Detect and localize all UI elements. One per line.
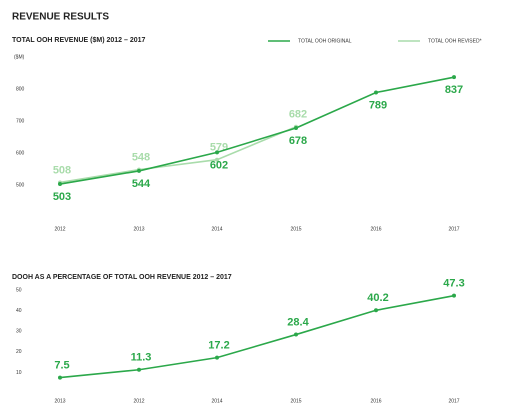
data-label: 503 [53,191,71,203]
data-label: 602 [210,159,228,171]
y-tick-label: 700 [16,118,25,124]
y-tick-label: 30 [16,329,22,335]
x-tick-label: 2015 [290,398,301,404]
y-tick-label: 50 [16,287,22,293]
x-tick-label: 2015 [290,226,301,232]
y-tick-label: 800 [16,86,25,92]
data-label: 682 [289,109,307,121]
data-point [137,367,141,372]
series-line [59,294,455,379]
x-tick-label: 2012 [133,398,144,404]
y-tick-label: 500 [16,182,25,188]
data-point [374,308,378,313]
x-tick-label: 2016 [370,226,381,232]
data-point [58,375,62,380]
data-label: 544 [132,178,151,190]
data-point [58,182,62,187]
y-tick-label: 20 [16,349,22,355]
data-point [215,355,219,360]
data-point [294,126,298,131]
x-tick-label: 2012 [54,226,65,232]
data-point [452,75,456,80]
legend-label: TOTAL OOH REVISED* [428,38,482,44]
x-tick-label: 2013 [133,226,144,232]
x-tick-label: 2014 [211,226,222,232]
x-tick-label: 2016 [370,398,381,404]
chart-title: TOTAL OOH REVENUE ($M) 2012 – 2017 [12,37,146,44]
data-label: 789 [369,99,387,111]
data-point [452,293,456,298]
data-point [215,157,219,162]
x-tick-label: 2014 [211,398,222,404]
data-label: 548 [132,152,150,164]
y-tick-label: 10 [16,370,22,376]
data-point [137,168,141,173]
data-label: 508 [53,164,71,176]
data-point [294,332,298,337]
data-label: 28.4 [287,316,309,328]
y-tick-label: 40 [16,308,22,314]
series-line [59,126,297,184]
data-point [215,150,219,155]
data-point [374,90,378,95]
data-label: 7.5 [54,359,69,371]
x-tick-label: 2013 [54,398,65,404]
heading: REVENUE RESULTS [12,12,109,23]
data-label: 40.2 [367,292,388,304]
data-label: 837 [445,84,463,96]
data-label: 11.3 [131,352,152,364]
chart-title: DOOH AS A PERCENTAGE OF TOTAL OOH REVENU… [12,274,232,281]
legend-label: TOTAL OOH ORIGINAL [298,38,352,44]
y-axis-label: ($M) [14,54,25,60]
x-tick-label: 2017 [448,398,459,404]
x-tick-label: 2017 [448,226,459,232]
series-line [59,76,455,185]
data-label: 47.3 [443,278,464,290]
data-label: 17.2 [208,340,229,352]
y-tick-label: 600 [16,150,25,156]
data-label: 678 [289,135,307,147]
